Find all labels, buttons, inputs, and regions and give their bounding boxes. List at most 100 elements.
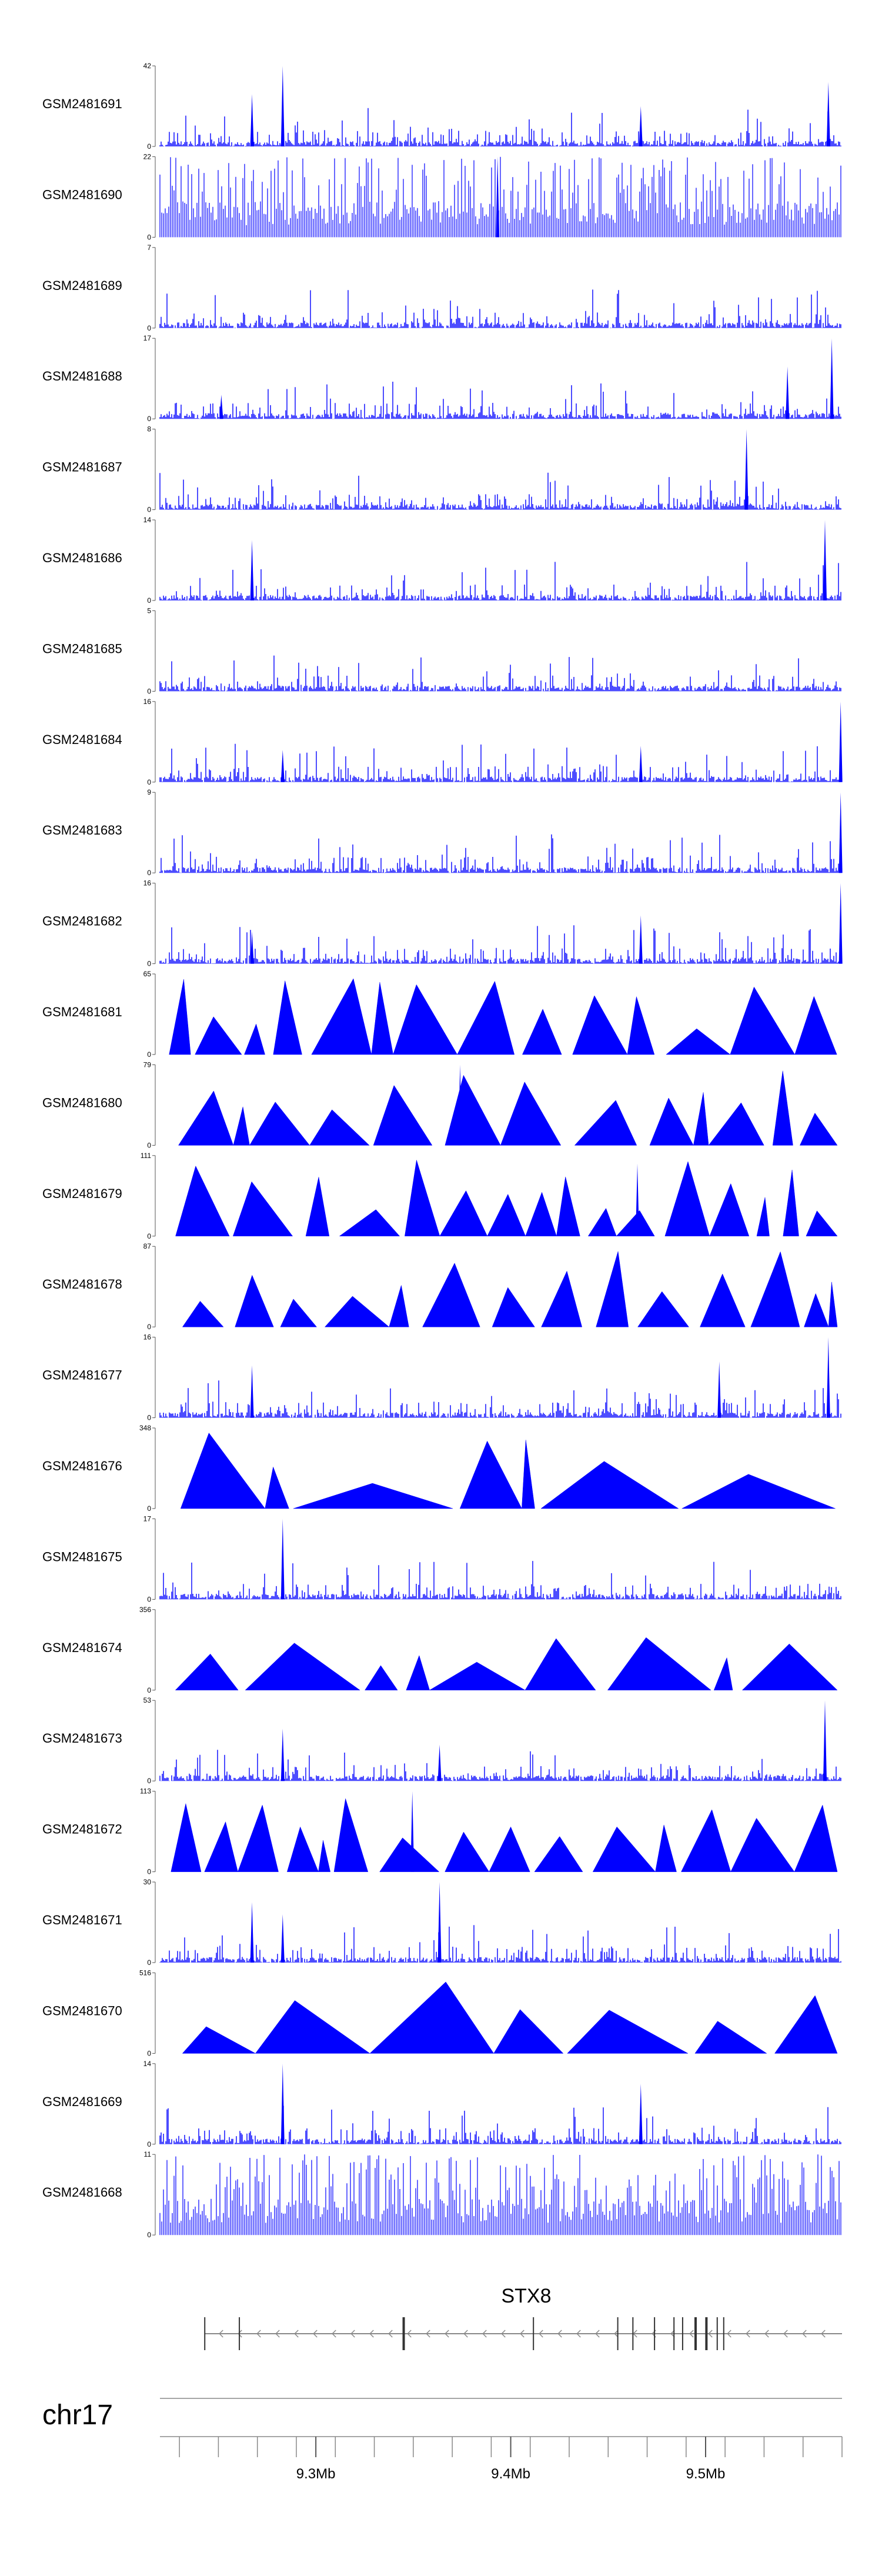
signal-peak [826,82,830,146]
strand-arrow [614,2330,619,2338]
track-ymax-label: 17 [143,1514,152,1523]
track-GSM2481686: GSM2481686 14 0 [42,516,841,605]
track-GSM2481675: GSM2481675 17 0 [42,1514,841,1603]
signal-peak [280,66,285,146]
strand-arrow [238,2330,242,2338]
track-GSM2481677: GSM2481677 16 0 [42,1333,841,1422]
track-GSM2481680: GSM2481680 79 0 [42,1060,838,1149]
track-GSM2481671: GSM2481671 30 0 [42,1878,841,1967]
coverage-signal [159,562,841,600]
track-label: GSM2481676 [42,1459,122,1473]
track-ymin-label: 0 [147,1414,151,1422]
coverage-signal [175,1637,838,1691]
track-label: GSM2481682 [42,914,122,929]
coverage-signal [175,1160,838,1237]
strand-arrow [821,2330,826,2338]
track-ymin-label: 0 [147,1777,151,1785]
signal-peak [437,1882,442,1963]
track-ymax-label: 113 [140,1787,151,1796]
track-ymin-label: 0 [147,415,151,423]
signal-peak [838,883,843,964]
strand-arrow [746,2330,750,2338]
track-ymin-label: 0 [147,1868,151,1876]
track-label: GSM2481672 [42,1822,122,1837]
signal-peak [219,395,223,419]
track-ymax-label: 16 [143,698,152,706]
signal-peak [826,1337,830,1418]
strand-arrow [802,2330,807,2338]
axis-tick-label: 9.4Mb [491,2466,530,2482]
track-ymin-label: 0 [147,1504,151,1513]
track-GSM2481674: GSM2481674 356 0 [42,1606,838,1694]
gene-track: STX8 [204,2285,842,2350]
track-ymax-label: 42 [143,62,152,70]
track-ymin-label: 0 [147,596,151,605]
track-ymin-label: 0 [147,2049,151,2057]
track-ymax-label: 516 [139,1968,151,1977]
coverage-signal [159,289,841,328]
track-label: GSM2481691 [42,96,122,111]
track-label: GSM2481674 [42,1640,122,1655]
strand-arrow [708,2330,713,2338]
track-ymin-label: 0 [147,778,151,786]
strand-arrow [595,2330,600,2338]
signal-peak [250,94,254,146]
coverage-signal [159,108,841,146]
coverage-signal [159,2154,841,2235]
signal-peak [437,1744,442,1781]
track-GSM2481678: GSM2481678 87 0 [42,1242,838,1331]
coverage-signal [159,1925,841,1963]
signal-peak [786,366,790,419]
axis-tick-label: 9.3Mb [296,2466,336,2482]
coverage-signal [159,156,841,238]
signal-peak [280,2063,285,2144]
track-label: GSM2481679 [42,1186,122,1201]
track-ymin-label: 0 [147,960,151,968]
strand-arrow [727,2330,731,2338]
coverage-signal [178,1070,838,1146]
track-GSM2481672: GSM2481672 113 0 [42,1787,838,1876]
track-label: GSM2481688 [42,369,122,383]
signal-peak [639,2084,643,2144]
track-ymax-label: 16 [143,1333,152,1342]
coverage-signal [159,472,841,510]
track-ymax-label: 14 [143,516,152,524]
signal-peak [744,429,749,510]
track-ymax-label: 111 [141,1152,152,1160]
strand-arrow [539,2330,543,2338]
signal-peak [639,746,643,782]
strand-arrow [426,2330,430,2338]
track-ymax-label: 17 [143,334,152,342]
track-label: GSM2481681 [42,1005,122,1019]
signal-peak [410,1791,415,1872]
strand-arrow [350,2330,355,2338]
track-GSM2481689: GSM2481689 7 0 [42,243,841,332]
track-ymin-label: 0 [147,1686,151,1694]
track-ymin-label: 0 [147,1050,151,1059]
coverage-signal [159,655,841,692]
signal-peak [280,1729,285,1781]
coverage-signal [182,1981,838,2054]
track-ymax-label: 22 [143,152,152,161]
track-ymin-label: 0 [147,687,151,695]
track-label: GSM2481690 [42,187,122,202]
track-ymax-label: 7 [147,243,151,252]
track-GSM2481668: GSM2481668 11 0 [42,2150,841,2239]
coverage-signal [159,1380,841,1418]
signal-peak [250,1902,254,1963]
track-GSM2481679: GSM2481679 111 0 [42,1152,838,1240]
coverage-signal [182,1251,838,1327]
signal-peak [280,1519,285,1600]
track-label: GSM2481685 [42,641,122,656]
signal-peak [639,106,643,146]
track-ymin-label: 0 [147,1232,151,1240]
coverage-signal [159,743,841,782]
track-GSM2481691: GSM2481691 42 0 [42,62,841,151]
track-GSM2481684: GSM2481684 16 0 [42,698,843,786]
track-label: GSM2481671 [42,1913,122,1927]
track-ymin-label: 0 [147,506,151,514]
track-ymax-label: 356 [139,1606,151,1614]
track-ymin-label: 0 [147,2140,151,2148]
track-ymin-label: 0 [147,324,151,332]
coverage-signal [159,382,841,419]
